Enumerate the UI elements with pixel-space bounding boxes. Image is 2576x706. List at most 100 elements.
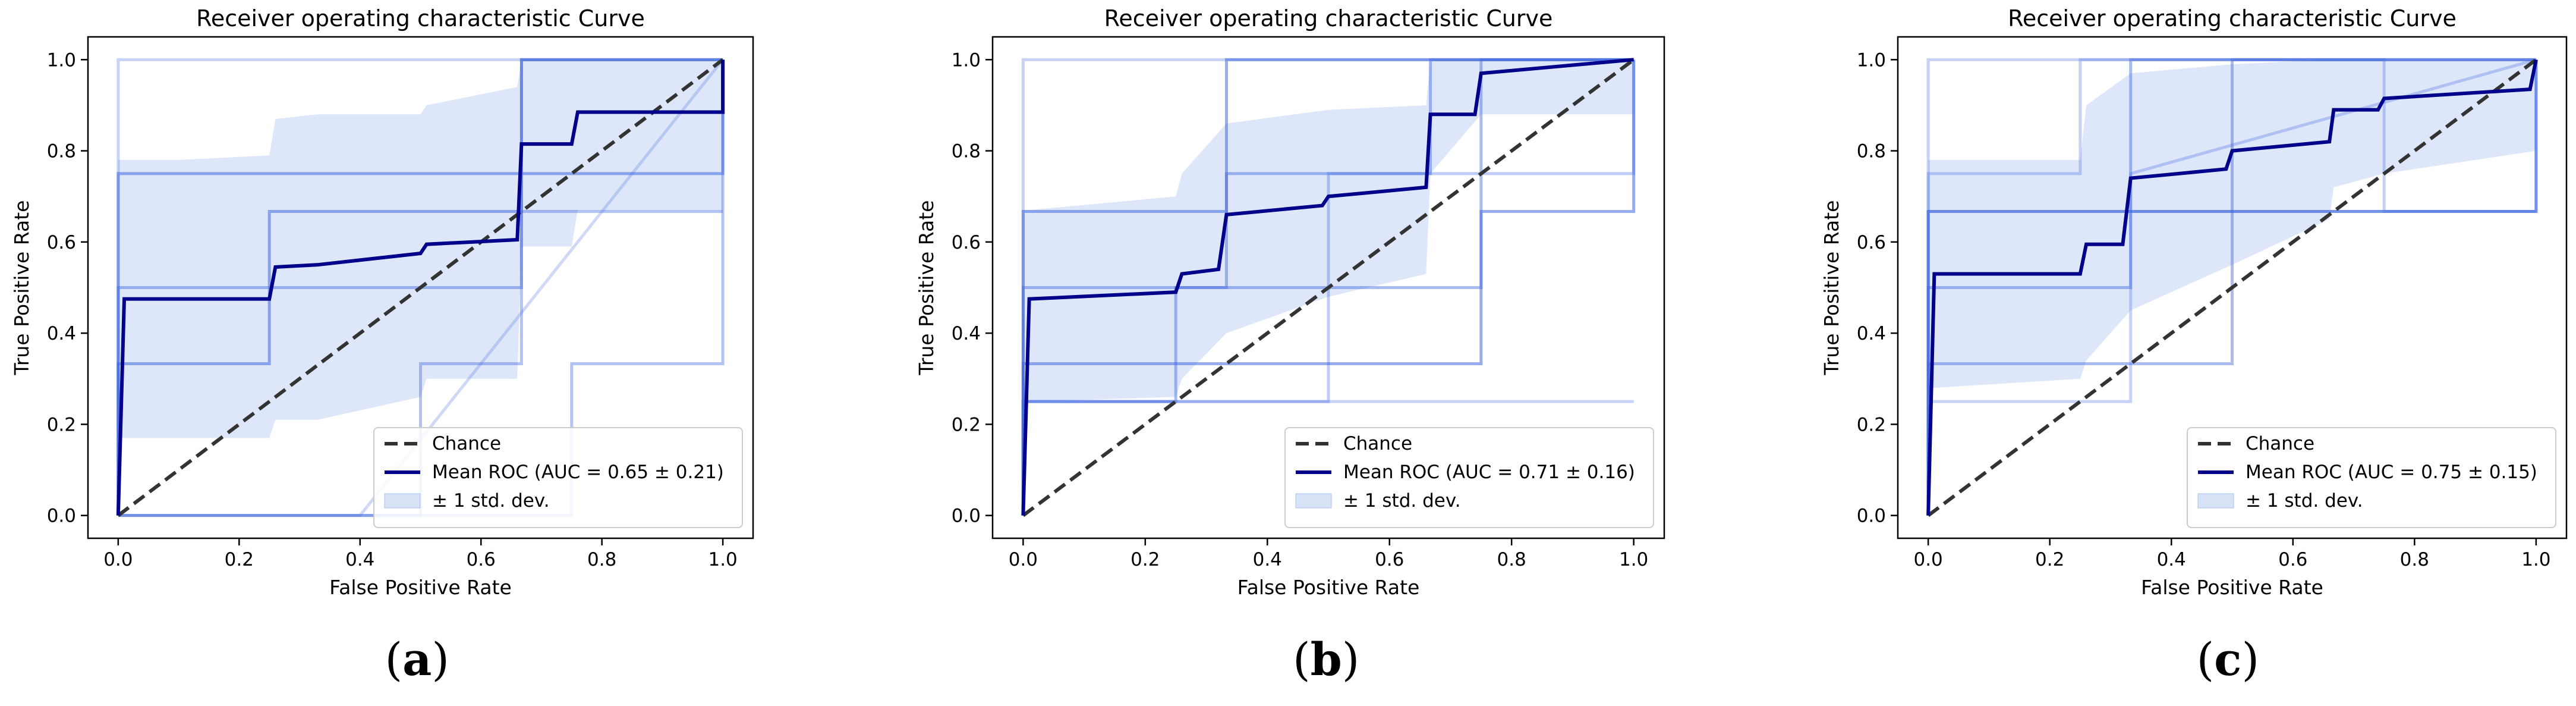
caption-open-paren: ( (1293, 633, 1311, 686)
y-tick-label: 0.2 (952, 414, 981, 435)
fold-roc-line-1 (1926, 59, 2538, 516)
fold-roc-line-3 (1926, 58, 2536, 516)
legend-chance-label: Chance (1343, 433, 1412, 454)
fold-roc-line-5 (1926, 59, 2538, 516)
fold-roc-line-7 (118, 58, 725, 517)
legend-std-label: ± 1 std. dev. (2246, 490, 2363, 512)
chance-line (117, 58, 724, 517)
fold-roc-line-1 (116, 59, 725, 516)
x-tick-label: 0.0 (1009, 549, 1038, 570)
x-tick-label: 0.6 (467, 549, 496, 570)
caption-letter: a (402, 633, 432, 686)
legend-std-swatch (1295, 493, 1332, 509)
fold-roc-line-2 (116, 58, 723, 516)
chart-title: Receiver operating characteristic Curve (2008, 5, 2457, 32)
legend-box (2187, 427, 2556, 528)
y-tick-label: 0.0 (952, 506, 981, 527)
panel-caption: (b) (1293, 633, 1359, 686)
x-tick-label: 0.6 (2278, 549, 2307, 570)
y-tick-label: 0.6 (47, 232, 76, 253)
plot-frame (87, 36, 754, 539)
x-tick-label: 0.4 (1253, 549, 1282, 570)
legend-mean-label: Mean ROC (AUC = 0.75 ± 0.15) (2246, 462, 2537, 483)
fold-roc-line-6 (1926, 58, 2537, 516)
x-axis-label: False Positive Rate (1237, 576, 1420, 599)
x-tick-label: 0.4 (2157, 549, 2186, 570)
legend-std-label: ± 1 std. dev. (1343, 490, 1461, 512)
legend-chance-label: Chance (432, 433, 501, 454)
legend-std-label: ± 1 std. dev. (432, 490, 550, 512)
y-axis-label: True Positive Rate (10, 200, 33, 376)
chart-title: Receiver operating characteristic Curve (196, 5, 645, 32)
x-tick-label: 0.2 (225, 549, 254, 570)
mean-roc-line (1021, 58, 1634, 516)
y-tick-label: 0.4 (952, 323, 981, 344)
chance-line (1927, 58, 2537, 517)
panel-caption: (c) (2197, 633, 2260, 686)
fold-roc-line-5 (1021, 58, 1634, 516)
y-axis-label: True Positive Rate (915, 200, 938, 376)
plot-frame (1897, 36, 2568, 539)
fold-roc-line-1 (1021, 58, 1634, 516)
x-tick-label: 1.0 (708, 549, 737, 570)
x-tick-label: 0.8 (2400, 549, 2429, 570)
y-tick-label: 0.0 (1857, 506, 1886, 527)
caption-open-paren: ( (385, 633, 403, 686)
legend-box (373, 427, 743, 528)
roc-panel-b: 0.0 0.2 0.4 0.6 0.8 1.0 0.0 0.2 0.4 0.6 0.8 1.0 Rece… (915, 5, 1665, 686)
y-tick-label: 0.4 (47, 323, 76, 344)
plot-frame (991, 36, 1665, 539)
y-tick-label: 0.2 (1857, 414, 1886, 435)
x-tick-label: 0.0 (103, 549, 133, 570)
fold-roc-line-4 (116, 58, 723, 516)
caption-close-paren: ) (432, 633, 449, 686)
caption-close-paren: ) (1342, 633, 1360, 686)
x-tick-label: 0.8 (1497, 549, 1526, 570)
caption-close-paren: ) (2241, 633, 2259, 686)
roc-panel-a: 0.0 0.2 0.4 0.6 0.8 1.0 0.0 0.2 0.4 0.6 0.8 1.0 Rece… (10, 5, 754, 686)
panel-caption: (a) (385, 633, 450, 686)
mean-roc-line (1926, 59, 2538, 516)
fold-roc-line-6 (118, 210, 723, 517)
y-tick-label: 1.0 (1857, 49, 1886, 71)
mean-roc-line (116, 59, 725, 516)
y-tick-label: 0.0 (47, 506, 76, 527)
fold-roc-line-3 (116, 58, 723, 516)
roc-panel-c: 0.0 0.2 0.4 0.6 0.8 1.0 0.0 0.2 0.4 0.6 0.8 1.0 Rece… (1820, 5, 2568, 686)
legend-box (1284, 427, 1654, 528)
y-tick-label: 0.8 (47, 141, 76, 162)
x-tick-label: 0.8 (587, 549, 616, 570)
x-tick-label: 0.2 (1130, 549, 1160, 570)
caption-open-paren: ( (2197, 633, 2215, 686)
x-tick-label: 0.0 (1913, 549, 1942, 570)
std-dev-band (1023, 59, 1634, 402)
caption-letter: b (1311, 633, 1342, 686)
legend-std-swatch (384, 493, 421, 509)
x-tick-label: 0.6 (1375, 549, 1404, 570)
y-tick-label: 1.0 (47, 49, 76, 71)
y-tick-label: 1.0 (952, 49, 981, 71)
fold-roc-line-7 (1926, 58, 2536, 516)
y-tick-label: 0.6 (952, 232, 981, 253)
fold-roc-line-2 (1926, 58, 2536, 516)
chance-line (1022, 58, 1635, 517)
legend-std-swatch (2197, 493, 2234, 509)
x-axis-label: False Positive Rate (329, 576, 512, 599)
legend-mean-label: Mean ROC (AUC = 0.71 ± 0.16) (1343, 462, 1635, 483)
x-tick-label: 1.0 (1619, 549, 1648, 570)
y-tick-label: 0.8 (952, 141, 981, 162)
std-dev-band (1928, 59, 2536, 388)
legend-chance-label: Chance (2246, 433, 2314, 454)
chart-title: Receiver operating characteristic Curve (1104, 5, 1553, 32)
caption-letter: c (2214, 633, 2241, 686)
y-tick-label: 0.6 (1857, 232, 1886, 253)
x-tick-label: 0.2 (2035, 549, 2064, 570)
fold-roc-line-4 (1926, 58, 2536, 516)
x-axis-label: False Positive Rate (2141, 576, 2323, 599)
y-tick-label: 0.2 (47, 414, 76, 435)
legend-mean-label: Mean ROC (AUC = 0.65 ± 0.21) (432, 462, 724, 483)
fold-roc-line-4 (1021, 59, 1636, 516)
y-axis-label: True Positive Rate (1820, 200, 1843, 376)
y-tick-label: 0.8 (1857, 141, 1886, 162)
